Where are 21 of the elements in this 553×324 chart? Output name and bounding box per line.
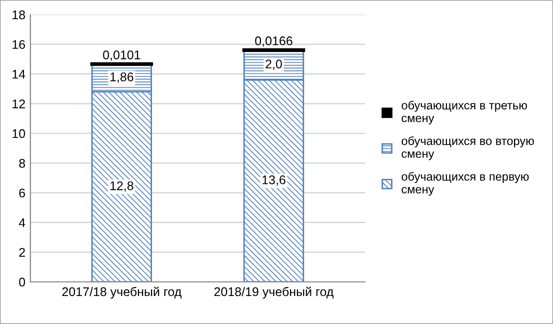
y-tick-label: 2 (19, 248, 25, 257)
data-label: 2,0 (266, 60, 282, 70)
y-tick-label: 10 (12, 129, 26, 138)
x-tick-label: 2017/18 учебный год (62, 286, 182, 299)
y-tick-label: 12 (12, 99, 25, 108)
legend-label: обучающихся в третью смену (402, 100, 527, 125)
y-tick-label: 0 (19, 278, 26, 287)
y-tick-label: 4 (18, 218, 26, 228)
legend-label: обучающихся во вторую смену (402, 136, 534, 160)
data-label: 0,0166 (255, 36, 292, 47)
data-label: 12,8 (110, 181, 134, 192)
x-tick-label: 2018/19 учебный год (214, 286, 334, 299)
y-tick-label: 6 (19, 188, 26, 198)
y-tick-label: 16 (12, 40, 26, 49)
data-label: 13,6 (262, 175, 286, 186)
data-label: 1,86 (110, 72, 134, 83)
y-tick-label: 14 (12, 70, 26, 79)
y-tick-label: 8 (19, 158, 26, 168)
legend-label: обучающихся в первую смену (402, 172, 529, 196)
y-tick-label: 18 (12, 10, 26, 20)
data-label: 0,0101 (103, 50, 140, 61)
